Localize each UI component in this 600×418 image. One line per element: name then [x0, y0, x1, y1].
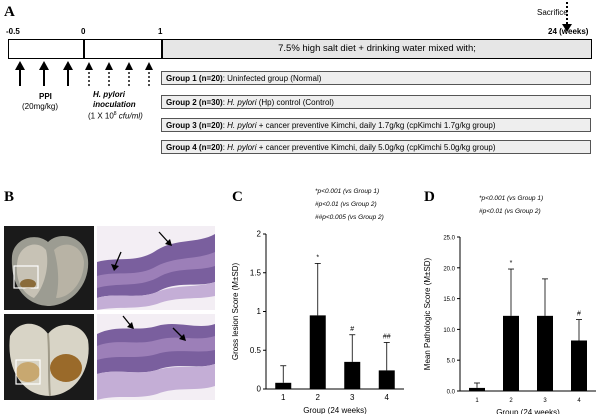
y-tick-label: 15.0 [443, 297, 455, 303]
y-tick-label: 25.0 [443, 236, 455, 242]
bar [378, 370, 395, 389]
group-4-box: Group 4 (n=20): H. pylori + cancer preve… [161, 140, 591, 154]
d-note-1: *p<0.001 (vs Group 1) [479, 195, 544, 202]
significance-marker: # [577, 311, 581, 318]
x-tick-label: 2 [509, 398, 513, 404]
y-tick-label: 1.5 [250, 268, 262, 277]
y-tick-label: 20.0 [443, 266, 455, 272]
c-note-1: *p<0.001 (vs Group 1) [315, 188, 380, 195]
ppi-arrows-icon [15, 61, 73, 86]
hp-dose: (1 X 108 cfu/ml) [88, 111, 143, 121]
y-axis-label: Gross lesion Score (M±SD) [231, 263, 240, 361]
x-tick-label: 1 [475, 398, 479, 404]
group-1-box: Group 1 (n=20): Uninfected group (Normal… [161, 71, 591, 85]
timeline-segment-inoculation [84, 39, 162, 59]
y-tick-label: 0.5 [250, 346, 262, 355]
x-tick-label: 3 [350, 393, 355, 402]
tick-minus-half: -0.5 [6, 27, 20, 36]
significance-marker: * [510, 260, 513, 267]
tick-zero: 0 [81, 27, 86, 36]
y-axis-label: Mean Pathologic Score (M±SD) [423, 257, 432, 370]
ppi-dose: (20mg/kg) [22, 102, 59, 111]
panel-a-letter: A [4, 4, 15, 20]
x-tick-label: 1 [281, 393, 286, 402]
bar [537, 315, 553, 391]
pathologic-score-chart: 0.0 5.0 10.0 15.0 20.0 25.0 1 * 2 3 #4 Group (24 we… [423, 236, 596, 414]
sacrifice-label: Sacrifice [537, 8, 568, 17]
timeline-diet-bar: 7.5% high salt diet + drinking water mix… [162, 39, 592, 59]
bar [571, 340, 587, 391]
significance-marker: # [350, 326, 354, 333]
hp-label-2: inoculation [93, 100, 136, 109]
stomach-photo-bottom [4, 314, 94, 400]
bar [469, 387, 485, 391]
gross-lesion-chart: 0 0.5 1 1.5 2 1 * 2 #3 ## 4 Group (24 weeks) Gross l… [231, 230, 404, 414]
c-note-2: #p<0.01 (vs Group 2) [315, 201, 377, 208]
timeline-segment-pre [8, 39, 84, 59]
group-2-box: Group 2 (n=30): H. pylori (Hp) control (… [161, 95, 591, 109]
x-tick-label: 2 [316, 393, 321, 402]
panel-d-letter: D [424, 189, 435, 205]
x-tick-label: 4 [577, 398, 581, 404]
bar [503, 315, 519, 391]
group-3-box: Group 3 (n=20): H. pylori + cancer preve… [161, 118, 591, 132]
panel-c-letter: C [232, 189, 243, 205]
x-axis-label: Group (24 weeks) [496, 408, 560, 414]
bar [275, 382, 292, 389]
significance-marker: ## [383, 334, 391, 341]
x-tick-label: 4 [385, 393, 390, 402]
bar [309, 315, 326, 389]
bar [344, 361, 361, 389]
y-tick-label: 0 [257, 385, 262, 394]
x-axis-label: Group (24 weeks) [303, 406, 367, 414]
panel-b-letter: B [4, 189, 15, 205]
y-tick-label: 5.0 [447, 359, 456, 365]
c-note-3: ##p<0.005 (vs Group 2) [315, 214, 384, 221]
d-note-2: #p<0.01 (vs Group 2) [479, 208, 541, 215]
x-tick-label: 3 [543, 398, 547, 404]
significance-marker: * [316, 254, 319, 261]
tick-one: 1 [158, 27, 163, 36]
tick-end-weeks: 24 (weeks) [548, 27, 589, 36]
histology-photo-top [97, 226, 215, 310]
histology-photo-bottom [97, 314, 215, 400]
sacrifice-arrow-icon [562, 2, 572, 32]
y-tick-label: 0.0 [447, 390, 456, 396]
y-tick-label: 1 [257, 307, 262, 316]
y-tick-label: 10.0 [443, 328, 455, 334]
ppi-label: PPI [39, 92, 52, 101]
hp-inoculation-arrows-icon [85, 62, 153, 86]
y-tick-label: 2 [257, 230, 262, 239]
stomach-photo-top [4, 226, 94, 310]
hp-label-1: H. pylori [93, 90, 126, 99]
